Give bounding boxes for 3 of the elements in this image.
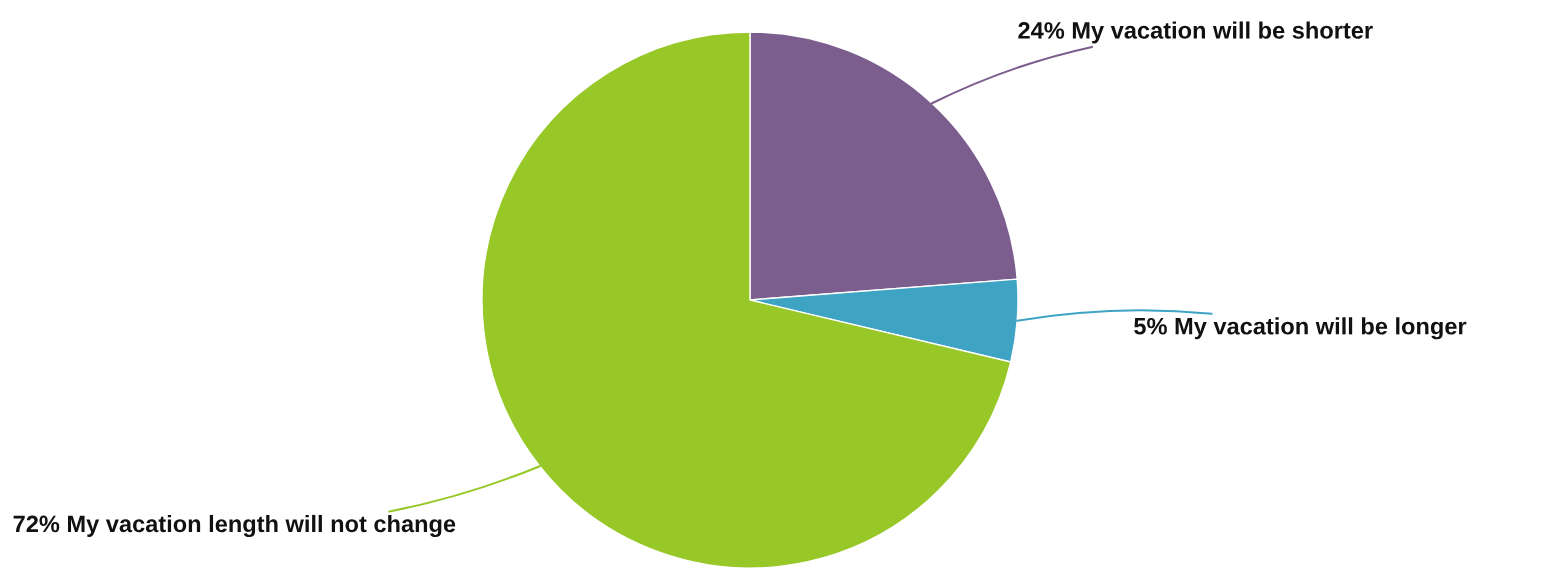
slice-label: 5% My vacation will be longer	[1134, 317, 1467, 340]
slice-label: 72% My vacation length will not change	[13, 514, 456, 538]
slice-label: 24% My vacation will be shorter	[1018, 21, 1373, 44]
